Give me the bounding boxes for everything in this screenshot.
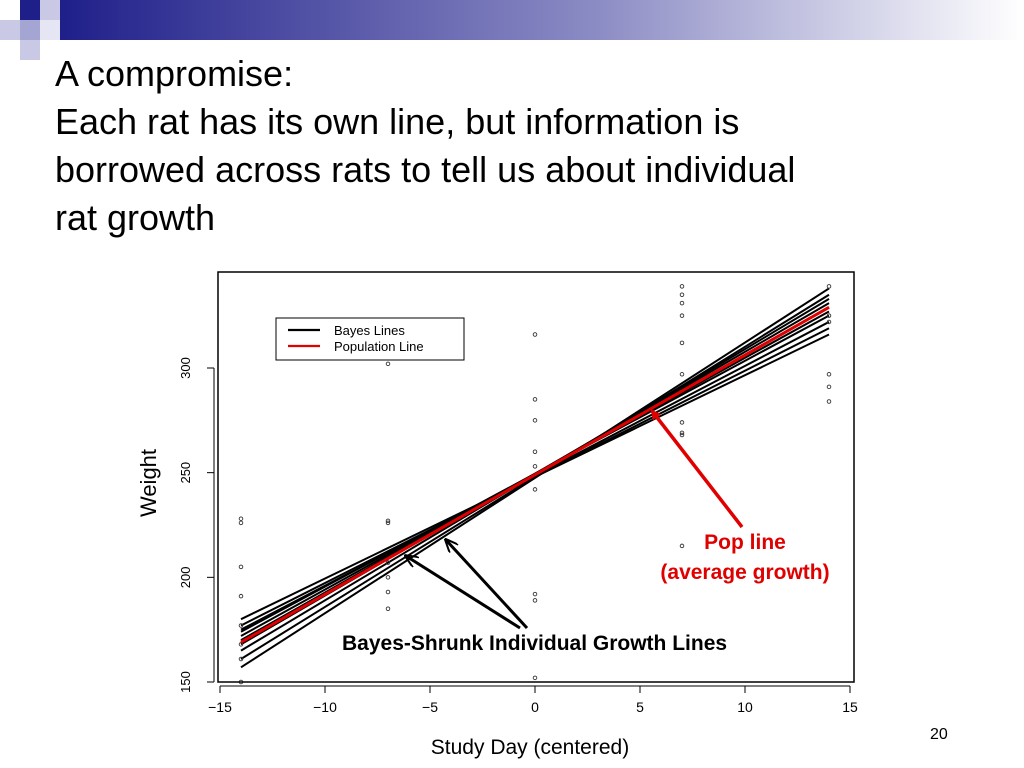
data-point	[532, 675, 538, 681]
data-point	[679, 372, 685, 377]
page-number: 20	[930, 726, 948, 743]
population-line	[240, 305, 830, 644]
pop-line-arrow	[650, 409, 744, 529]
title-line: borrowed across rats to tell us about in…	[55, 149, 796, 190]
pop-line-annotation-1: Pop line	[704, 531, 786, 554]
legend-label: Bayes Lines	[334, 323, 405, 338]
data-point	[679, 543, 685, 549]
title-line: rat growth	[55, 197, 216, 238]
x-axis-label: Study Day (centered)	[430, 736, 630, 759]
data-point	[238, 564, 244, 570]
data-point	[238, 520, 244, 526]
slide-title: A compromise: Each rat has its own line,…	[55, 50, 1015, 242]
x-tick-label: −10	[313, 699, 337, 715]
x-tick-label: −15	[208, 699, 232, 715]
y-tick-label: 250	[178, 462, 193, 484]
data-point	[385, 606, 391, 611]
data-point	[532, 487, 538, 492]
data-point	[532, 591, 538, 597]
annotation-arrows	[406, 409, 744, 630]
data-point	[385, 361, 391, 367]
pop-line-annotation-2: (average growth)	[660, 561, 830, 584]
data-point	[385, 589, 391, 595]
legend-label: Population Line	[334, 339, 424, 354]
y-tick-label: 200	[178, 566, 193, 588]
data-point	[826, 372, 832, 377]
bayes-arrow-right	[446, 540, 529, 630]
data-point	[532, 397, 538, 402]
data-point	[238, 593, 244, 599]
data-point	[532, 464, 538, 469]
data-point	[238, 623, 244, 628]
data-point	[532, 418, 538, 423]
data-point	[679, 300, 685, 306]
data-point	[679, 420, 685, 425]
data-points-group	[238, 284, 832, 685]
y-axis-label: Weight	[136, 448, 161, 518]
data-point	[679, 313, 685, 318]
data-point	[385, 518, 391, 524]
data-point	[532, 449, 538, 454]
data-point	[679, 430, 685, 436]
data-point	[238, 656, 244, 662]
data-point	[532, 598, 538, 603]
header-gradient	[60, 0, 1024, 40]
data-point	[826, 384, 832, 390]
bayes-shrunk-annotation: Bayes-Shrunk Individual Growth Lines	[342, 632, 728, 655]
x-tick-label: 0	[531, 699, 539, 715]
bayes-lines-group	[240, 287, 830, 669]
data-point	[679, 284, 685, 289]
pop-line-annotation: Pop line (average growth)	[640, 528, 850, 588]
title-line: Each rat has its own line, but informati…	[55, 101, 740, 142]
data-point	[679, 340, 685, 346]
x-tick-label: 15	[842, 699, 858, 715]
axes-group: −15 −10 −5 0 5 10 15 150 200 250 300	[178, 357, 858, 715]
x-tick-label: 10	[737, 699, 753, 715]
data-point	[385, 520, 391, 526]
legend-box	[275, 317, 465, 361]
data-point	[826, 284, 832, 289]
data-point	[238, 642, 244, 647]
data-point	[532, 332, 538, 337]
x-tick-label: −5	[422, 699, 438, 715]
y-tick-label: 150	[178, 671, 193, 693]
data-point	[238, 516, 244, 521]
data-point	[385, 575, 391, 580]
data-point	[385, 560, 391, 565]
title-line: A compromise:	[55, 53, 294, 94]
data-point	[679, 432, 685, 438]
square-dark	[20, 0, 40, 20]
bayes-arrow-left	[406, 556, 521, 630]
corner-squares-decoration	[0, 0, 80, 80]
bayes-line	[240, 333, 830, 621]
header-gradient-bar	[0, 0, 1024, 40]
data-point	[826, 399, 832, 404]
data-point	[826, 319, 832, 325]
x-tick-label: 5	[636, 699, 644, 715]
plot-frame	[217, 271, 855, 683]
population-line-group	[240, 305, 830, 644]
data-point	[826, 313, 832, 318]
y-tick-label: 300	[178, 357, 193, 379]
data-point	[679, 292, 685, 297]
